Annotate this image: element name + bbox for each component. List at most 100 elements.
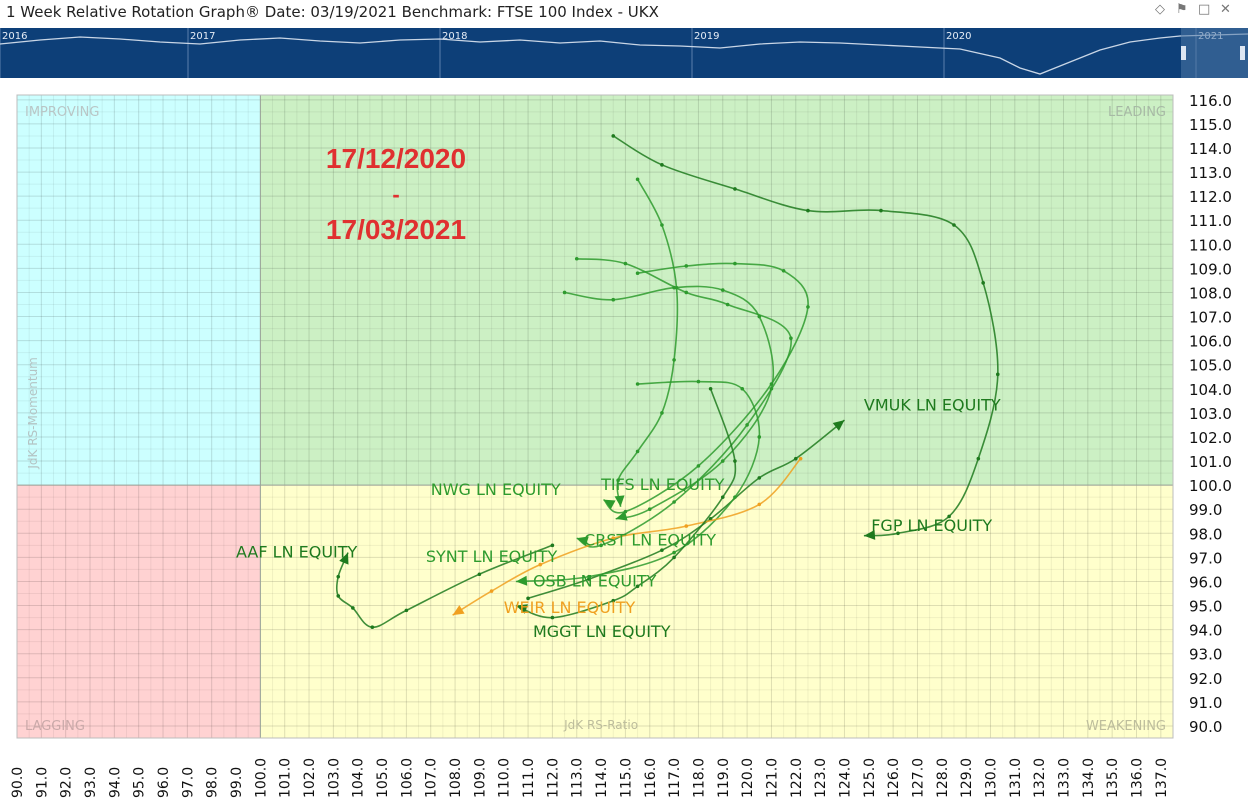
series-label[interactable]: WEIR LN EQUITY bbox=[504, 598, 636, 617]
series-head-arrow[interactable] bbox=[614, 495, 625, 507]
y-tick-label: 116.0 bbox=[1189, 92, 1232, 110]
timeline-year-label: 2017 bbox=[190, 31, 215, 42]
series-point bbox=[733, 261, 737, 266]
series-label[interactable]: VMUK LN EQUITY bbox=[864, 395, 1001, 414]
timeline-selection-window[interactable] bbox=[1181, 28, 1248, 78]
series-point bbox=[806, 208, 810, 213]
y-tick-label: 95.0 bbox=[1189, 598, 1222, 616]
series-label[interactable]: FGP LN EQUITY bbox=[871, 516, 992, 535]
series-point bbox=[789, 336, 793, 341]
series-point bbox=[684, 290, 689, 295]
timeline-handle-right[interactable] bbox=[1240, 46, 1245, 60]
x-tick-label: 106.0 bbox=[399, 758, 415, 798]
series-label[interactable]: CRST LN EQUITY bbox=[584, 530, 716, 549]
x-tick-label: 118.0 bbox=[691, 758, 707, 798]
timeline-handle-left[interactable] bbox=[1181, 46, 1186, 60]
series-point bbox=[611, 297, 616, 302]
series-tail-line bbox=[515, 380, 761, 583]
x-tick-label: 124.0 bbox=[837, 758, 853, 798]
x-tick-label: 100.0 bbox=[253, 758, 269, 798]
series-label[interactable]: NWG LN EQUITY bbox=[431, 480, 561, 499]
series-point bbox=[733, 459, 737, 463]
series-head-arrow[interactable] bbox=[452, 605, 465, 616]
series-point bbox=[684, 524, 689, 528]
series-point bbox=[806, 305, 810, 309]
series-head-arrow[interactable] bbox=[515, 604, 528, 614]
series-head-arrow[interactable] bbox=[615, 511, 628, 521]
x-tick-label: 93.0 bbox=[83, 767, 99, 798]
series-point bbox=[336, 574, 341, 579]
quadrant-label-improving: IMPROVING bbox=[25, 105, 99, 120]
series-vmuk-ln-equity[interactable] bbox=[611, 134, 1000, 540]
series-point bbox=[757, 502, 762, 507]
y-tick-label: 91.0 bbox=[1189, 694, 1222, 712]
x-axis-ticks: 90.0 91.0 92.0 93.0 94.0 95.0 96.0 97.0 98.0 99.0… bbox=[10, 758, 1170, 798]
series-head-arrow[interactable] bbox=[339, 552, 349, 565]
series-osb-ln-equity[interactable] bbox=[515, 379, 762, 586]
series-synt-ln-equity[interactable] bbox=[574, 256, 793, 548]
timeline-year-label: 2019 bbox=[694, 31, 719, 42]
y-tick-label: 104.0 bbox=[1189, 381, 1232, 399]
series-point bbox=[757, 435, 762, 439]
x-tick-label: 98.0 bbox=[205, 767, 221, 798]
x-tick-label: 102.0 bbox=[302, 758, 318, 798]
series-point bbox=[660, 411, 664, 415]
y-tick-label: 112.0 bbox=[1189, 188, 1232, 206]
quadrant-label-lagging: LAGGING bbox=[25, 719, 85, 734]
series-nwg-ln-equity[interactable] bbox=[602, 261, 810, 514]
y-tick-label: 99.0 bbox=[1189, 501, 1222, 519]
x-tick-label: 125.0 bbox=[862, 758, 878, 798]
x-tick-label: 134.0 bbox=[1081, 758, 1097, 798]
timeline-strip[interactable]: 201620172018201920202021 bbox=[0, 28, 1248, 78]
x-tick-label: 110.0 bbox=[497, 758, 513, 798]
series-point bbox=[720, 459, 725, 463]
series-point bbox=[574, 256, 579, 261]
series-aaf-ln-equity[interactable] bbox=[335, 543, 555, 630]
close-icon[interactable]: ✕ bbox=[1220, 2, 1231, 17]
series-label[interactable]: MGGT LN EQUITY bbox=[533, 622, 671, 641]
series-point bbox=[635, 584, 640, 589]
rrg-chart[interactable]: IMPROVING LEADING LAGGING WEAKENING JdK … bbox=[0, 78, 1248, 804]
series-head-arrow[interactable] bbox=[603, 499, 616, 510]
series-point bbox=[720, 495, 725, 499]
series-label[interactable]: OSB LN EQUITY bbox=[533, 571, 657, 590]
series-point bbox=[798, 456, 803, 461]
x-tick-label: 114.0 bbox=[594, 758, 610, 798]
x-tick-label: 130.0 bbox=[983, 758, 999, 798]
x-tick-label: 116.0 bbox=[643, 758, 659, 798]
restore-icon[interactable]: □ bbox=[1198, 2, 1211, 17]
x-tick-label: 113.0 bbox=[570, 758, 586, 798]
series-head-arrow[interactable] bbox=[576, 536, 589, 547]
series-head-arrow[interactable] bbox=[515, 575, 528, 586]
x-tick-label: 131.0 bbox=[1008, 758, 1024, 798]
series-point bbox=[696, 379, 701, 384]
series-point bbox=[976, 456, 981, 461]
diamond-icon[interactable]: ◇ bbox=[1155, 2, 1165, 17]
series-head-arrow[interactable] bbox=[832, 420, 845, 431]
series-weir-ln-equity[interactable] bbox=[452, 456, 803, 616]
timeline-benchmark-line bbox=[0, 33, 1248, 75]
series-mggt-ln-equity[interactable] bbox=[515, 387, 737, 620]
plot-border bbox=[16, 94, 1174, 739]
series-point bbox=[660, 163, 664, 167]
x-tick-label: 91.0 bbox=[34, 767, 50, 798]
series-point bbox=[526, 596, 530, 601]
series-label[interactable]: AAF LN EQUITY bbox=[236, 542, 358, 561]
y-axis-label: JdK RS-Momentum bbox=[26, 357, 40, 470]
timeline-year-label: 2018 bbox=[442, 31, 467, 42]
x-tick-label: 107.0 bbox=[424, 758, 440, 798]
series-tail-line bbox=[602, 262, 809, 514]
series-point bbox=[947, 514, 951, 519]
series-label[interactable]: SYNT LN EQUITY bbox=[426, 547, 558, 566]
x-axis-label: JdK RS-Ratio bbox=[563, 718, 638, 732]
x-tick-label: 117.0 bbox=[667, 758, 683, 798]
series-point bbox=[599, 543, 603, 548]
series-head-arrow[interactable] bbox=[863, 529, 876, 540]
title-bar: 1 Week Relative Rotation Graph® Date: 03… bbox=[0, 0, 1248, 26]
pin-icon[interactable]: ⚑ bbox=[1176, 2, 1188, 17]
series-fgp-ln-equity[interactable] bbox=[526, 419, 845, 601]
series-point bbox=[587, 574, 591, 579]
x-tick-label: 126.0 bbox=[886, 758, 902, 798]
series-label[interactable]: TIFS LN EQUITY bbox=[600, 475, 725, 494]
series-layer bbox=[335, 134, 1000, 630]
